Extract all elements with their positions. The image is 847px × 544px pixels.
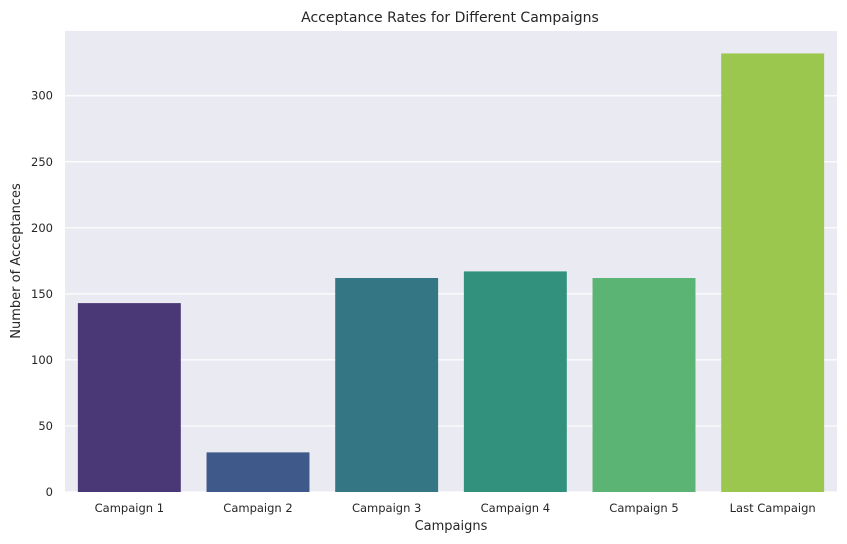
y-tick-label: 300 [31,89,53,103]
bar-5 [592,278,696,492]
bar-2 [206,452,310,492]
y-tick-label: 100 [31,353,53,367]
x-tick-label: Campaign 3 [352,501,421,515]
gridlines [65,95,837,493]
x-axis-ticks: Campaign 1 Campaign 2 Campaign 3 Campaign 4… [95,501,816,515]
x-tick-label: Campaign 4 [481,501,550,515]
y-tick-label: 250 [31,155,53,169]
plot-area [65,31,837,492]
x-tick-label: Campaign 2 [223,501,292,515]
y-axis-ticks: 0 50 100 150 200 250 300 [31,89,53,499]
y-tick-label: 200 [31,221,53,235]
bar-1 [77,303,181,492]
x-axis-label: Campaigns [415,519,488,534]
x-tick-label: Campaign 5 [609,501,678,515]
y-tick-label: 50 [38,419,53,433]
bar-3 [335,278,439,492]
chart-title: Acceptance Rates for Different Campaigns [301,10,599,26]
x-tick-label: Campaign 1 [95,501,164,515]
x-tick-label: Last Campaign [730,501,816,515]
bar-6 [721,53,825,492]
bar-4 [463,271,567,492]
y-tick-label: 0 [46,485,53,499]
y-tick-label: 150 [31,287,53,301]
bars [77,53,825,492]
y-axis-label: Number of Acceptances [9,183,24,339]
